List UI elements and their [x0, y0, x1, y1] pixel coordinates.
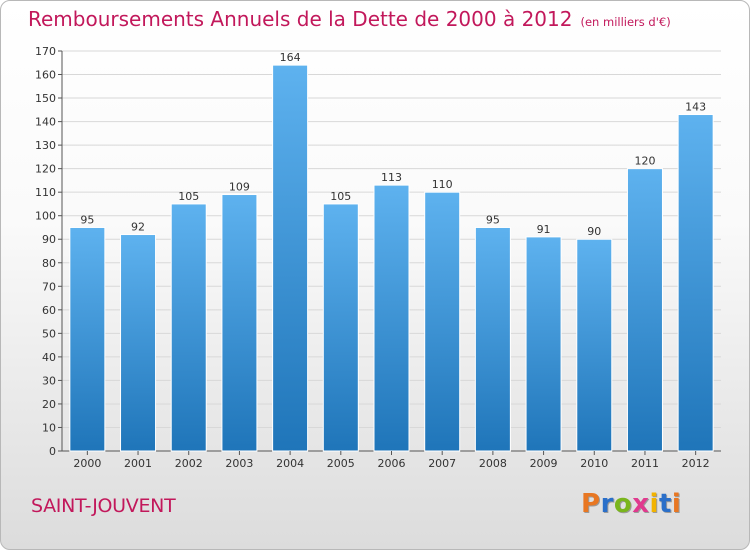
chart-title-text: Remboursements Annuels de la Dette de 20…: [28, 7, 573, 31]
proxiti-logo: Proxiti: [581, 489, 681, 519]
x-tick-label: 2009: [530, 457, 558, 470]
y-tick-label: 0: [49, 445, 56, 458]
logo-letter: t: [658, 489, 672, 519]
y-tick-label: 70: [42, 280, 56, 293]
commune-name: SAINT-JOUVENT: [31, 495, 176, 517]
x-tick-label: 2012: [682, 457, 710, 470]
bar-value-label: 105: [178, 190, 199, 203]
y-tick-label: 30: [42, 374, 56, 387]
logo-letter: i: [671, 489, 682, 519]
bar: [525, 236, 562, 452]
bar: [474, 226, 511, 452]
y-tick-label: 150: [35, 92, 56, 105]
bar: [677, 114, 714, 452]
x-tick-label: 2004: [276, 457, 304, 470]
y-tick-label: 100: [35, 210, 56, 223]
x-tick-label: 2007: [428, 457, 456, 470]
logo-letter: P: [581, 489, 601, 519]
logo-letter: o: [613, 489, 633, 519]
x-tick-label: 2011: [631, 457, 659, 470]
bar-value-label: 95: [80, 213, 94, 226]
bar: [576, 238, 613, 452]
y-tick-label: 170: [35, 45, 56, 58]
bar-value-label: 105: [330, 190, 351, 203]
bar: [626, 168, 663, 452]
bar-value-label: 110: [432, 178, 453, 191]
logo-letter: r: [600, 489, 614, 519]
bar: [272, 64, 309, 452]
bar: [120, 234, 157, 452]
bar-value-label: 90: [587, 225, 601, 238]
x-tick-label: 2010: [580, 457, 608, 470]
x-tick-label: 2005: [327, 457, 355, 470]
x-tick-label: 2002: [175, 457, 203, 470]
bar: [170, 203, 207, 452]
y-tick-label: 160: [35, 69, 56, 82]
bar-value-label: 113: [381, 171, 402, 184]
bar: [322, 203, 359, 452]
y-tick-label: 110: [35, 186, 56, 199]
y-tick-label: 50: [42, 327, 56, 340]
bar-value-label: 164: [280, 51, 301, 64]
x-tick-label: 2001: [124, 457, 152, 470]
y-tick-label: 120: [35, 163, 56, 176]
bar-value-label: 143: [685, 101, 706, 114]
bar: [373, 184, 410, 452]
bar-value-label: 109: [229, 181, 250, 194]
x-tick-label: 2006: [378, 457, 406, 470]
y-tick-label: 20: [42, 398, 56, 411]
bar-value-label: 120: [634, 155, 655, 168]
y-tick-label: 90: [42, 233, 56, 246]
x-tick-label: 2003: [225, 457, 253, 470]
y-tick-label: 80: [42, 257, 56, 270]
bar-value-label: 91: [537, 223, 551, 236]
y-tick-label: 140: [35, 116, 56, 129]
y-tick-label: 10: [42, 421, 56, 434]
bar: [424, 191, 461, 452]
y-tick-label: 40: [42, 351, 56, 364]
x-tick-label: 2000: [73, 457, 101, 470]
logo-letter: x: [632, 489, 650, 519]
x-tick-label: 2008: [479, 457, 507, 470]
bar-value-label: 92: [131, 221, 145, 234]
chart-title: Remboursements Annuels de la Dette de 20…: [28, 7, 671, 31]
y-tick-label: 130: [35, 139, 56, 152]
bar: [69, 226, 106, 452]
bar: [221, 194, 258, 452]
y-tick-label: 60: [42, 304, 56, 317]
bar-value-label: 95: [486, 213, 500, 226]
chart-subtitle: (en milliers d'€): [580, 15, 671, 29]
logo-letter: i: [649, 489, 659, 519]
